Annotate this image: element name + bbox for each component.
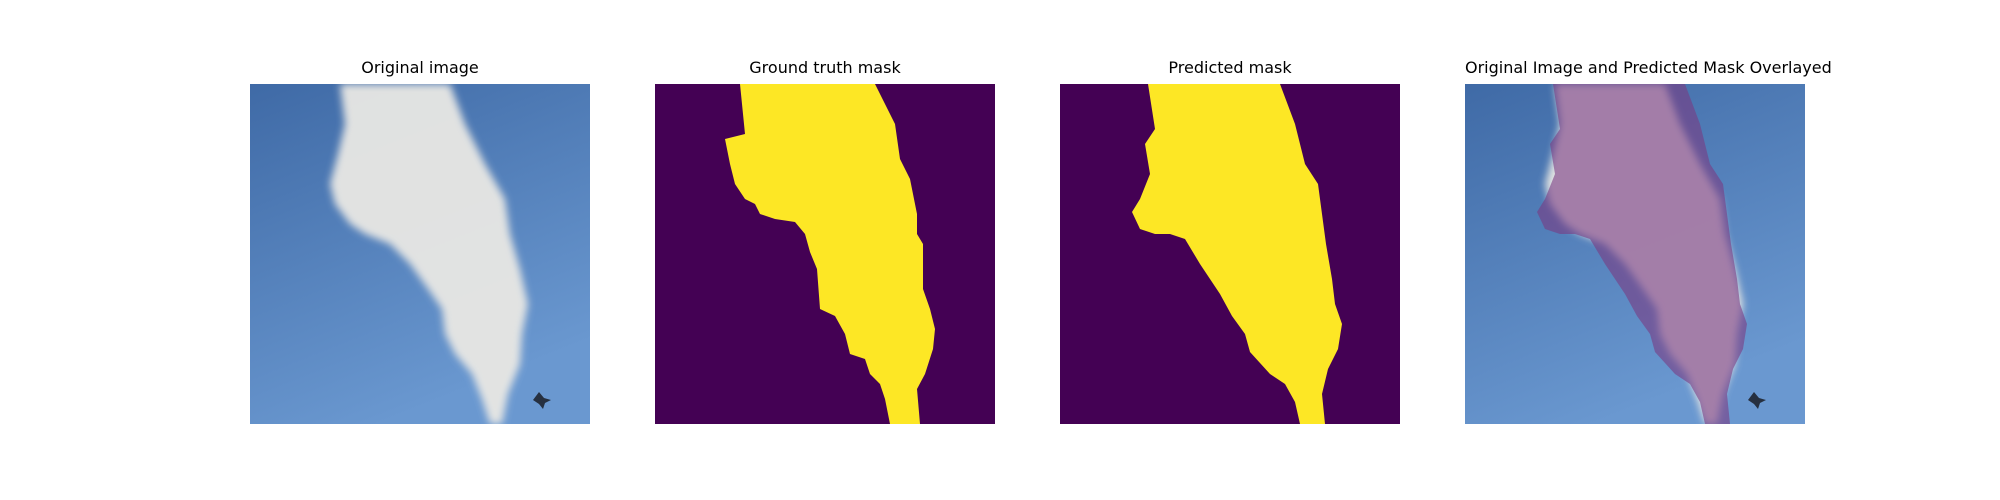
panel-title: Original image xyxy=(361,58,479,77)
panel-title: Predicted mask xyxy=(1168,58,1292,77)
bird-shape xyxy=(533,392,551,409)
panel-original-image: Original image xyxy=(250,58,590,424)
bird-shape xyxy=(1748,392,1766,409)
panel-title: Original Image and Predicted Mask Overla… xyxy=(1465,58,1832,77)
mask-region xyxy=(725,84,935,424)
panel-ground-truth-mask: Ground truth mask xyxy=(655,58,995,424)
ground-truth-mask-image xyxy=(655,84,995,424)
panel-overlay: Original Image and Predicted Mask Overla… xyxy=(1465,58,1832,424)
original-image xyxy=(250,84,590,424)
panel-predicted-mask: Predicted mask xyxy=(1060,58,1400,424)
predicted-mask-overlay xyxy=(1537,84,1747,424)
predicted-mask-image xyxy=(1060,84,1400,424)
smoke-plume xyxy=(330,84,528,424)
mask-region xyxy=(1132,84,1342,424)
overlay-image xyxy=(1465,84,1805,424)
panel-title: Ground truth mask xyxy=(749,58,901,77)
